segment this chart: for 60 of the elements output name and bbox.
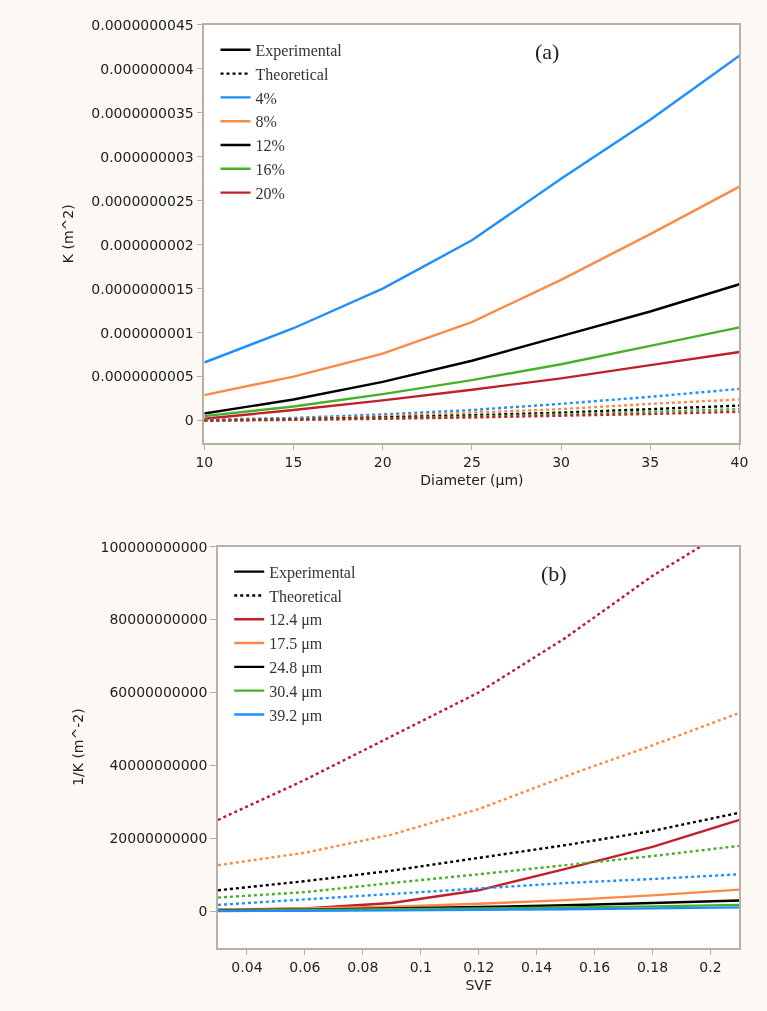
legend-label: 16% <box>255 161 285 179</box>
y-tick-label: 60000000000 <box>109 684 208 701</box>
y-tick-label: 0.000000002 <box>100 236 194 253</box>
legend-label: 12% <box>255 137 285 155</box>
y-tick-label: 100000000000 <box>100 538 208 555</box>
y-tick-label: 0.000000001 <box>100 324 194 341</box>
y-tick-label: 0.0000000005 <box>91 368 194 385</box>
line-series <box>204 283 740 415</box>
y-tick-label: 0.000000003 <box>100 148 194 165</box>
text: (a) <box>535 39 560 64</box>
x-tick-label: 0.04 <box>231 959 263 976</box>
line-series <box>217 811 740 892</box>
x-tick-label: 0.14 <box>521 959 553 976</box>
legend-label: 12.4 μm <box>269 611 323 630</box>
x-tick-label: 10 <box>195 454 214 471</box>
x-tick-label: 0.12 <box>463 959 495 976</box>
y-axis-title: K (m^2) <box>60 204 77 264</box>
y-tick-label: 0.000000004 <box>100 60 194 77</box>
y-tick-label: 0.0000000025 <box>91 192 194 209</box>
legend-label: Experimental <box>269 563 356 582</box>
x-tick-label: 0.06 <box>289 959 321 976</box>
line-series <box>204 326 740 418</box>
legend-label: Theoretical <box>255 65 329 83</box>
legend-label: 39.2 μm <box>269 706 323 725</box>
line-series <box>217 711 740 867</box>
legend-label: 17.5 μm <box>269 635 323 654</box>
legend-label: 30.4 μm <box>269 682 323 701</box>
x-tick-label: 15 <box>284 454 303 471</box>
x-tick-label: 0.18 <box>636 959 669 976</box>
x-tick-label: 0.08 <box>347 959 379 976</box>
y-tick-label: 0.0000000035 <box>91 104 194 121</box>
legend-label: Experimental <box>255 42 343 61</box>
text: (b) <box>541 561 567 586</box>
y-tick-label: 20000000000 <box>109 830 208 847</box>
y-tick-label: 0.0000000015 <box>91 280 194 297</box>
line-series <box>204 185 740 397</box>
legend-label: Theoretical <box>269 587 343 605</box>
line-series <box>217 546 702 822</box>
x-tick-label: 30 <box>552 454 570 471</box>
y-tick-label: 0.0000000045 <box>91 16 194 33</box>
x-tick-label: 0.1 <box>409 959 432 976</box>
x-axis-title: SVF <box>465 976 492 993</box>
x-tick-label: 0.2 <box>699 959 722 976</box>
line-series <box>217 844 740 899</box>
legend-label: 24.8 μm <box>269 659 323 678</box>
legend-label: 4% <box>255 89 277 107</box>
line-series <box>204 387 740 421</box>
y-tick-label: 0 <box>184 412 194 429</box>
x-tick-label: 0.16 <box>579 959 611 976</box>
x-tick-label: 20 <box>373 454 392 471</box>
y-tick-label: 0 <box>198 902 208 919</box>
legend-label: 8% <box>255 113 277 131</box>
x-tick-label: 25 <box>462 454 481 471</box>
x-tick-label: 35 <box>641 454 660 471</box>
y-tick-label: 80000000000 <box>109 611 208 628</box>
y-tick-label: 40000000000 <box>109 757 208 774</box>
x-tick-label: 40 <box>730 454 749 471</box>
x-axis-title: Diameter (μm) <box>420 471 524 488</box>
legend-label: 20% <box>255 184 285 202</box>
y-axis-title: 1/K (m^-2) <box>69 708 86 786</box>
